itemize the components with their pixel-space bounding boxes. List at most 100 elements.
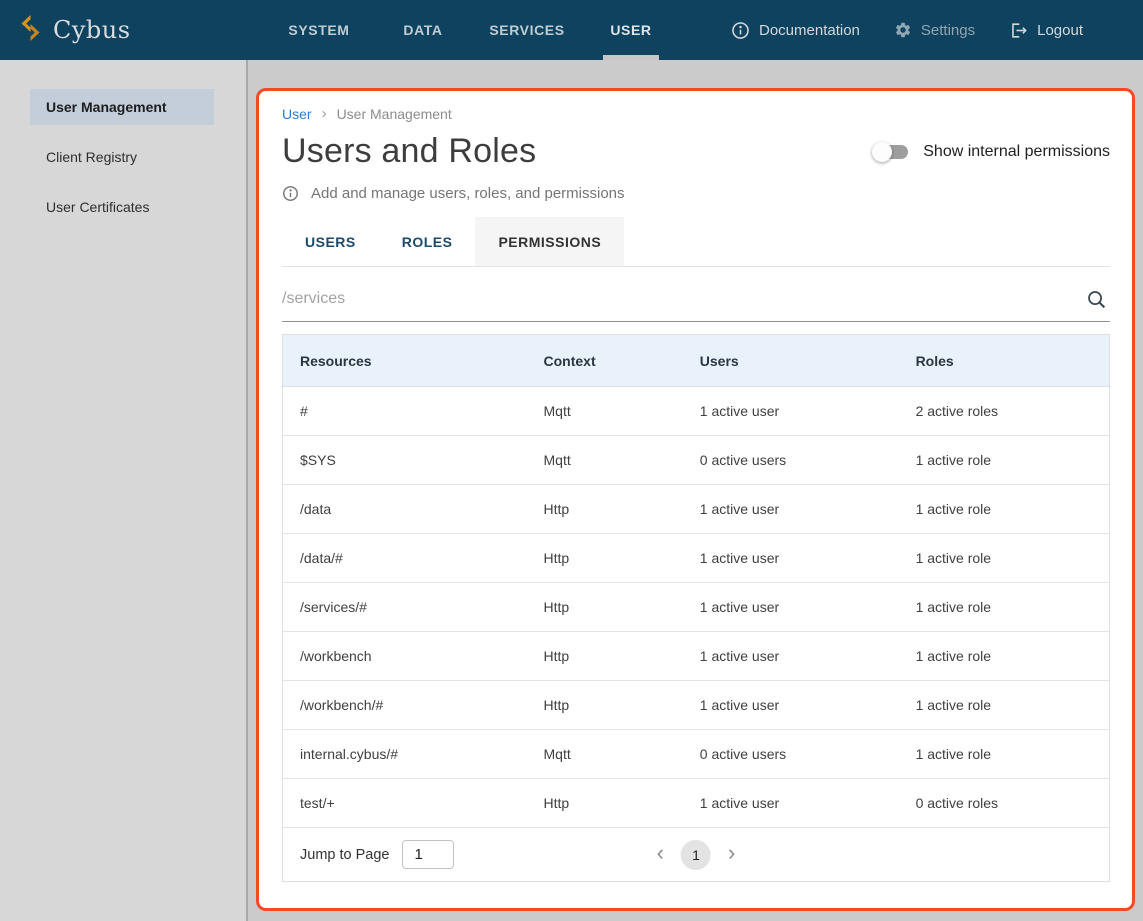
- cell-resource: #: [282, 386, 544, 436]
- search-row: [282, 290, 1110, 322]
- table-row[interactable]: $SYS Mqtt 0 active users 1 active role: [282, 435, 1110, 485]
- cell-roles: 1 active role: [915, 484, 1110, 534]
- cell-resource: test/+: [282, 778, 544, 828]
- cell-resource: /data/#: [282, 533, 544, 583]
- info-icon: [731, 21, 750, 40]
- switch-knob: [872, 141, 893, 162]
- cell-roles: 1 active role: [915, 631, 1110, 681]
- main-nav: SYSTEM DATA SERVICES USER: [267, 0, 683, 60]
- active-nav-indicator: [603, 55, 659, 60]
- subtitle-row: Add and manage users, roles, and permiss…: [282, 185, 1110, 202]
- settings-label: Settings: [920, 21, 976, 39]
- cell-roles: 2 active roles: [915, 386, 1110, 436]
- cell-roles: 1 active role: [915, 582, 1110, 632]
- logout-label: Logout: [1037, 21, 1083, 39]
- jump-to-page-label: Jump to Page: [300, 846, 390, 863]
- sidebar: User Management Client Registry User Cer…: [0, 60, 248, 921]
- sidebar-item-user-management[interactable]: User Management: [30, 89, 214, 125]
- breadcrumb-link-user[interactable]: User: [282, 105, 312, 122]
- navbar-actions: Documentation Settings Logout: [731, 0, 1143, 60]
- sidebar-item-client-registry[interactable]: Client Registry: [46, 149, 138, 165]
- next-page-icon[interactable]: ›: [728, 840, 736, 865]
- cybus-logo-icon: [17, 13, 44, 48]
- tab-roles[interactable]: ROLES: [401, 233, 453, 250]
- logout-icon: [1009, 21, 1028, 40]
- table-row[interactable]: /workbench Http 1 active user 1 active r…: [282, 631, 1110, 681]
- table-header: Resources Context Users Roles: [282, 334, 1110, 387]
- table-row[interactable]: test/+ Http 1 active user 0 active roles: [282, 778, 1110, 828]
- nav-item-user[interactable]: USER: [579, 0, 683, 60]
- documentation-button[interactable]: Documentation: [731, 21, 860, 40]
- pagination: ‹ 1 ›: [656, 839, 736, 870]
- brand-name: Cybus: [53, 16, 131, 44]
- cell-users: 1 active user: [699, 680, 916, 730]
- search-input[interactable]: [282, 290, 1110, 322]
- cell-resource: internal.cybus/#: [282, 729, 544, 779]
- table-row[interactable]: internal.cybus/# Mqtt 0 active users 1 a…: [282, 729, 1110, 779]
- brand[interactable]: Cybus: [0, 13, 131, 48]
- cell-users: 1 active user: [699, 386, 916, 436]
- cell-resource: /workbench/#: [282, 680, 544, 730]
- nav-item-services[interactable]: SERVICES: [489, 22, 565, 38]
- cell-users: 1 active user: [699, 631, 916, 681]
- tab-users[interactable]: USERS: [305, 233, 356, 250]
- info-icon: [282, 185, 299, 202]
- table-row[interactable]: /services/# Http 1 active user 1 active …: [282, 582, 1110, 632]
- settings-button[interactable]: Settings: [894, 21, 975, 39]
- cell-users: 1 active user: [699, 533, 916, 583]
- table-row[interactable]: /workbench/# Http 1 active user 1 active…: [282, 680, 1110, 730]
- search-icon[interactable]: [1085, 288, 1108, 316]
- internal-permissions-toggle-row: Show internal permissions: [872, 141, 1110, 162]
- table-row[interactable]: /data/# Http 1 active user 1 active role: [282, 533, 1110, 583]
- table-footer: Jump to Page ‹ 1 ›: [282, 828, 1110, 882]
- cell-resource: /data: [282, 484, 544, 534]
- gear-icon: [894, 21, 912, 39]
- column-header-context: Context: [543, 334, 700, 387]
- permissions-table: Resources Context Users Roles # Mqtt 1 a…: [282, 334, 1110, 828]
- cell-context: Mqtt: [543, 386, 700, 436]
- cell-context: Http: [543, 582, 700, 632]
- cell-users: 0 active users: [699, 435, 916, 485]
- cell-resource: /services/#: [282, 582, 544, 632]
- cell-roles: 1 active role: [915, 533, 1110, 583]
- cell-users: 1 active user: [699, 484, 916, 534]
- page-number-button[interactable]: 1: [681, 839, 711, 870]
- table-row[interactable]: /data Http 1 active user 1 active role: [282, 484, 1110, 534]
- cell-context: Http: [543, 533, 700, 583]
- table-row[interactable]: # Mqtt 1 active user 2 active roles: [282, 386, 1110, 436]
- cell-context: Http: [543, 631, 700, 681]
- cell-users: 1 active user: [699, 582, 916, 632]
- title-row: Users and Roles Show internal permission…: [282, 132, 1110, 171]
- column-header-resources: Resources: [282, 334, 544, 387]
- documentation-label: Documentation: [759, 21, 860, 39]
- nav-item-system[interactable]: SYSTEM: [288, 22, 350, 38]
- cell-resource: $SYS: [282, 435, 544, 485]
- cell-context: Mqtt: [543, 729, 700, 779]
- cell-users: 1 active user: [699, 778, 916, 828]
- show-internal-permissions-switch[interactable]: [872, 141, 910, 162]
- nav-item-data[interactable]: DATA: [403, 22, 443, 38]
- cell-context: Http: [543, 680, 700, 730]
- table-body: # Mqtt 1 active user 2 active roles $SYS…: [282, 386, 1110, 828]
- cell-context: Http: [543, 778, 700, 828]
- cell-roles: 0 active roles: [915, 778, 1110, 828]
- content-area: User › User Management Users and Roles S…: [248, 60, 1143, 921]
- cell-roles: 1 active role: [915, 680, 1110, 730]
- annotation-highlighted-content-card: User › User Management Users and Roles S…: [256, 88, 1135, 911]
- cell-users: 0 active users: [699, 729, 916, 779]
- column-header-roles: Roles: [915, 334, 1110, 387]
- breadcrumb: User › User Management: [282, 105, 1110, 122]
- page-title: Users and Roles: [282, 132, 537, 170]
- cell-roles: 1 active role: [915, 435, 1110, 485]
- cell-context: Http: [543, 484, 700, 534]
- previous-page-icon[interactable]: ‹: [656, 840, 664, 865]
- tab-permissions[interactable]: PERMISSIONS: [475, 217, 625, 266]
- top-navbar: Cybus SYSTEM DATA SERVICES USER Document…: [0, 0, 1143, 60]
- page-subtitle: Add and manage users, roles, and permiss…: [311, 185, 625, 202]
- cell-context: Mqtt: [543, 435, 700, 485]
- logout-button[interactable]: Logout: [1009, 21, 1083, 40]
- column-header-users: Users: [699, 334, 916, 387]
- breadcrumb-current: User Management: [336, 105, 452, 122]
- jump-to-page-input[interactable]: [402, 840, 455, 869]
- sidebar-item-user-certificates[interactable]: User Certificates: [46, 199, 150, 215]
